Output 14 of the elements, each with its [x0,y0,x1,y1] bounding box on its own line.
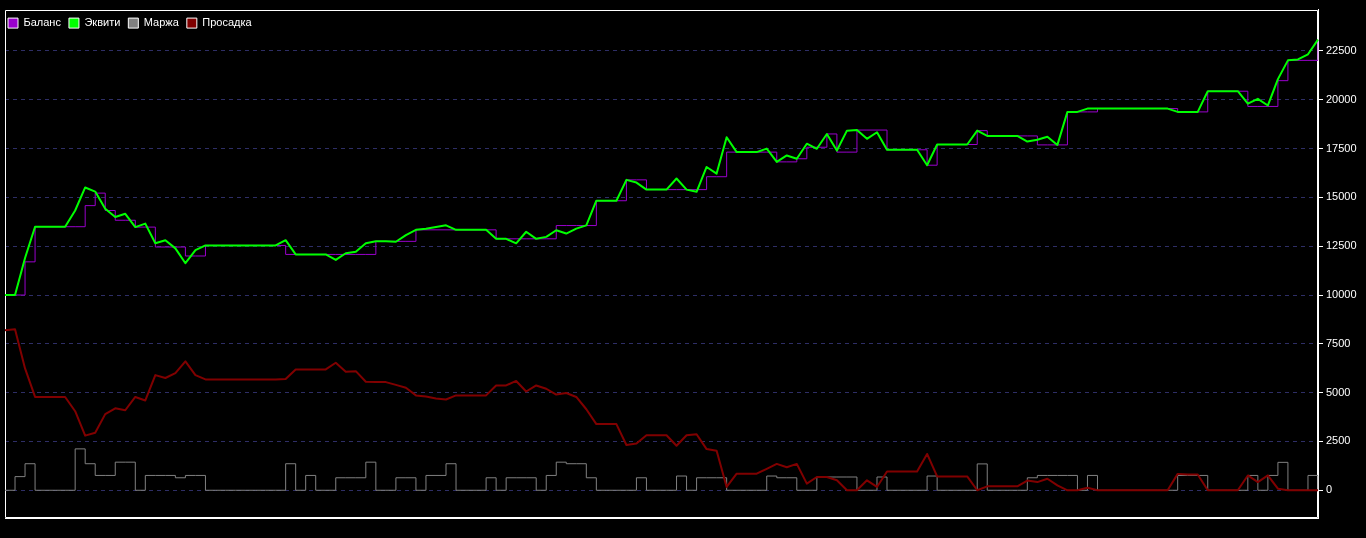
y-tick-label: 17500 [1326,141,1357,154]
y-tick-label: 2500 [1326,434,1351,447]
y-tick-label: 12500 [1326,239,1357,252]
y-tick-label: 20000 [1326,92,1357,105]
legend-label: Просадка [202,16,253,29]
y-tick-label: 22500 [1326,44,1357,57]
y-tick-label: 7500 [1326,336,1351,349]
y-tick-label: 15000 [1326,190,1357,203]
legend-label: Эквити [84,16,121,29]
y-tick-label: 5000 [1326,385,1351,398]
y-tick-label: 0 [1326,483,1333,496]
legend-label: Маржа [143,16,180,29]
y-tick-label: 10000 [1326,288,1357,301]
legend-label: Баланс [23,16,62,29]
